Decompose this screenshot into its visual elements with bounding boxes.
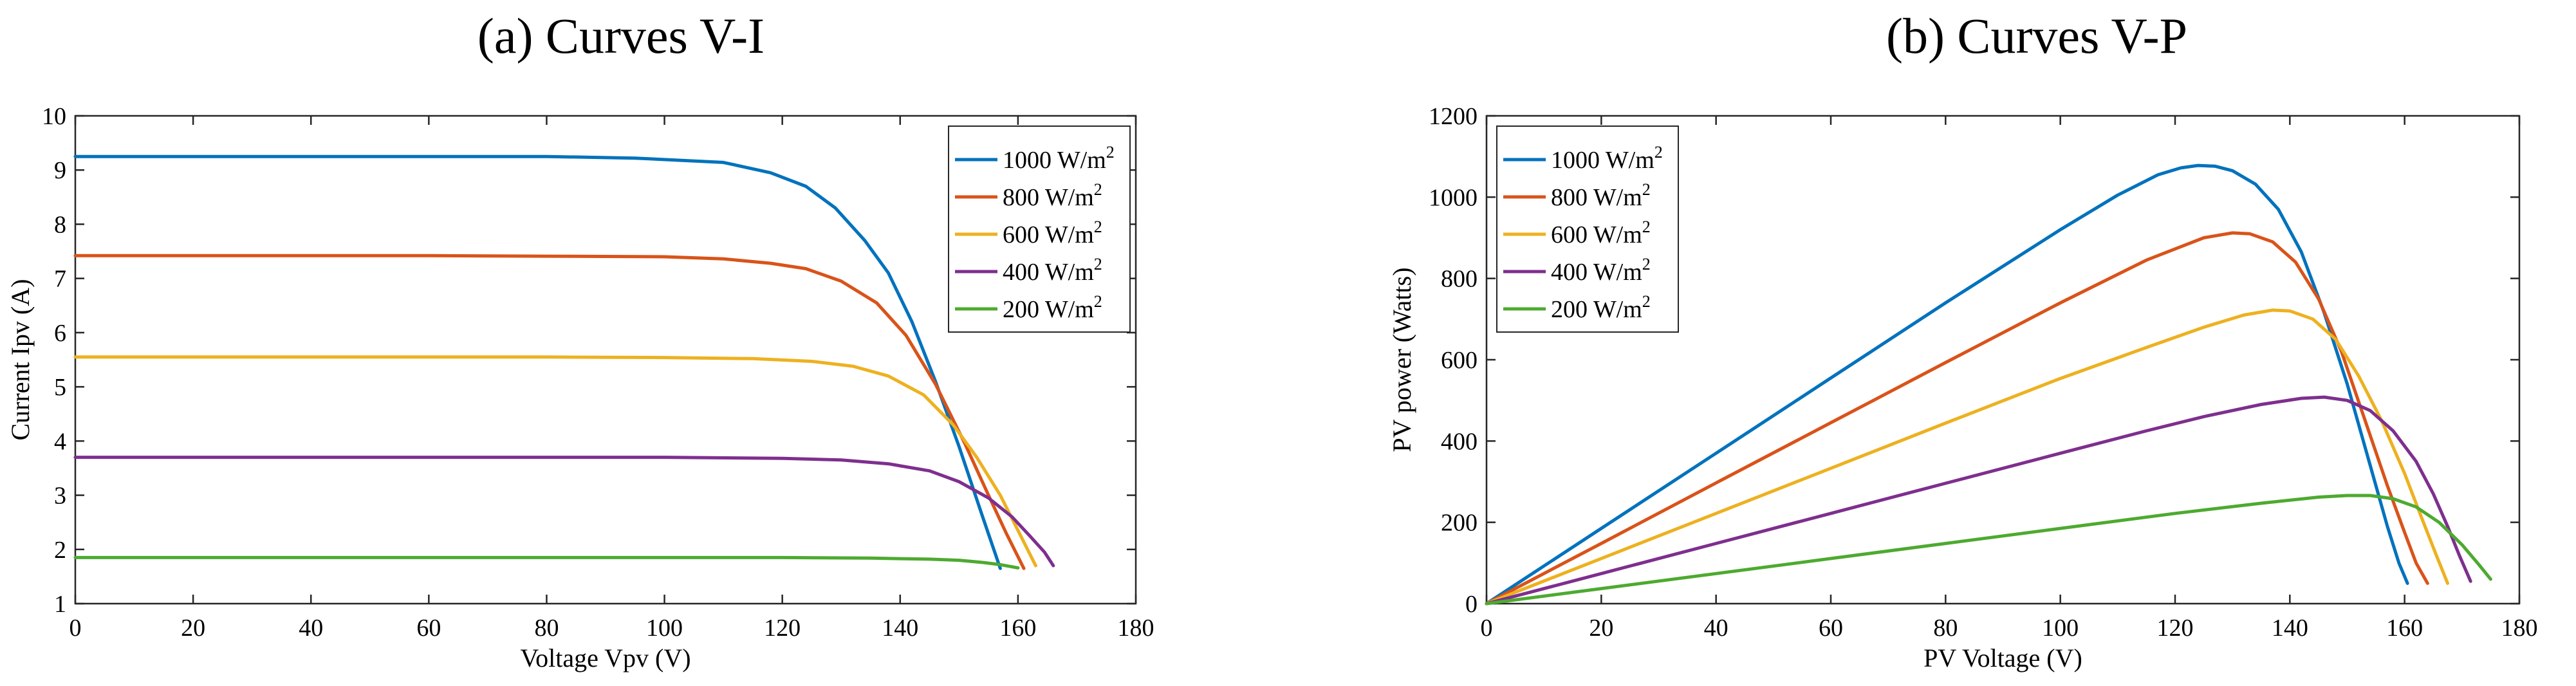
vp-legend-label-superscript: 2: [1642, 218, 1651, 236]
vi-y-tick-label: 3: [54, 483, 66, 510]
vi-legend-label-text: 200 W/m: [1003, 296, 1094, 323]
vi-axes-box: [74, 115, 1137, 605]
vp-y-tick-label: 200: [1441, 510, 1478, 537]
vi-x-tick-label: 60: [416, 615, 441, 642]
vi-legend-label: 200 W/m2: [1003, 292, 1102, 323]
vp-x-tick-label: 20: [1589, 615, 1613, 642]
vi-legend-label: 1000 W/m2: [1003, 143, 1115, 174]
vi-y-tick-label: 5: [54, 374, 66, 401]
vp-y-tick-label: 0: [1465, 591, 1478, 618]
vi-y-tick-label: 6: [54, 320, 66, 347]
vi-x-tick-label: 100: [646, 615, 683, 642]
vp-x-tick-label: 60: [1819, 615, 1843, 642]
vi-legend-label: 800 W/m2: [1003, 180, 1102, 211]
vi-y-tick-label: 9: [54, 157, 66, 184]
vp-legend-label: 200 W/m2: [1551, 292, 1651, 323]
vi-y-tick-label: 7: [54, 266, 66, 293]
vp-y-tick-label: 800: [1441, 266, 1478, 293]
vi-legend-box: [948, 125, 1131, 333]
vi-x-tick-label: 120: [764, 615, 801, 642]
vi-legend-label-superscript: 2: [1094, 292, 1102, 311]
panel-vp-curves: (b) Curves V-P 0 20 40 60 80 100 120 140 160 1800…: [1387, 8, 2538, 672]
vp-y-tick-label: 1200: [1429, 103, 1478, 130]
panel-title-vp: (b) Curves V-P: [1886, 8, 2187, 64]
vi-x-tick-label: 80: [534, 615, 559, 642]
vi-x-tick-label: 160: [999, 615, 1036, 642]
vp-x-axis-label: PV Voltage (V): [1923, 644, 2082, 672]
vp-series-line-2: [1485, 231, 2429, 606]
vi-series-line-5: [73, 555, 1020, 570]
vi-legend-label-superscript: 2: [1094, 180, 1102, 199]
vp-y-axis-label: PV power (Watts): [1387, 267, 1416, 452]
vp-x-tick-label: 160: [2386, 615, 2423, 642]
vi-x-tick-label: 40: [299, 615, 323, 642]
vi-legend-label: 400 W/m2: [1003, 255, 1102, 286]
vp-legend-label: 600 W/m2: [1551, 218, 1651, 248]
vp-x-tick-label: 120: [2157, 615, 2194, 642]
vp-x-tick-label: 40: [1704, 615, 1728, 642]
vi-y-tick-label: 2: [54, 537, 66, 564]
vi-series-line-4: [73, 456, 1055, 568]
vi-x-tick-label: 0: [69, 615, 82, 642]
vi-series-line-1: [73, 154, 1002, 570]
vp-series-line-5: [1485, 494, 2492, 606]
vp-x-tick-label: 100: [2042, 615, 2079, 642]
vp-y-tick-label: 600: [1441, 347, 1478, 374]
vp-y-tick-label: 1000: [1429, 184, 1478, 211]
vi-legend-label-superscript: 2: [1094, 255, 1102, 273]
vp-x-tick-label: 0: [1481, 615, 1493, 642]
vi-series-line-2: [73, 254, 1026, 570]
vi-y-tick-label: 1: [54, 591, 66, 618]
vp-x-tick-label: 180: [2501, 615, 2538, 642]
panel-vi-curves: (a) Curves V-I 0 20 40 60 80 100 120 140 160 180 1…: [6, 8, 1154, 672]
vp-legend-label-text: 200 W/m: [1551, 296, 1642, 323]
vp-legend-label: 800 W/m2: [1551, 180, 1651, 211]
vp-legend-label-text: 600 W/m: [1551, 221, 1642, 248]
vi-y-axis-label: Current Ipv (A): [6, 279, 35, 440]
vp-legend-label-superscript: 2: [1642, 255, 1651, 273]
vi-legend-label: 600 W/m2: [1003, 218, 1102, 248]
vp-legend-label-superscript: 2: [1642, 180, 1651, 199]
vp-series-line-1: [1485, 163, 2409, 606]
plot-area-vi: 0 20 40 60 80 100 120 140 160 180 1 2 3 4 5 6 7 8 9 10 Volta…: [6, 103, 1154, 672]
vi-legend-label-text: 800 W/m: [1003, 184, 1094, 211]
vi-legend-label-text: 1000 W/m: [1003, 147, 1106, 174]
plot-area-vp: 0 20 40 60 80 100 120 140 160 180 0 200 400 600 800 100…: [1387, 103, 2538, 672]
vi-y-tick-label: 4: [54, 428, 66, 455]
vi-x-tick-label: 180: [1118, 615, 1154, 642]
vi-legend-label-superscript: 2: [1094, 218, 1102, 236]
vi-y-tick-label: 10: [42, 103, 66, 130]
vp-y-tick-label: 400: [1441, 428, 1478, 455]
vp-legend-label-superscript: 2: [1654, 143, 1663, 162]
panel-title-vi: (a) Curves V-I: [477, 8, 764, 64]
vi-legend-label-text: 600 W/m: [1003, 221, 1094, 248]
vp-x-tick-label: 80: [1933, 615, 1958, 642]
vp-legend-label: 400 W/m2: [1551, 255, 1651, 286]
vp-legend-label-text: 400 W/m: [1551, 259, 1642, 286]
vi-y-tick-label: 8: [54, 211, 66, 238]
vp-legend-label: 1000 W/m2: [1551, 143, 1663, 174]
vp-legend-label-text: 1000 W/m: [1551, 147, 1654, 174]
vi-legend-label-superscript: 2: [1106, 143, 1115, 162]
vi-x-tick-label: 140: [882, 615, 918, 642]
vp-series-line-4: [1485, 395, 2472, 606]
vp-legend-label-text: 800 W/m: [1551, 184, 1642, 211]
vp-series-line-3: [1485, 308, 2449, 606]
vi-legend-label-text: 400 W/m: [1003, 259, 1094, 286]
vp-legend-label-superscript: 2: [1642, 292, 1651, 311]
vp-x-tick-label: 140: [2272, 615, 2308, 642]
vi-x-tick-label: 20: [181, 615, 205, 642]
vi-series-line-3: [73, 355, 1037, 568]
vi-x-axis-label: Voltage Vpv (V): [520, 644, 690, 672]
